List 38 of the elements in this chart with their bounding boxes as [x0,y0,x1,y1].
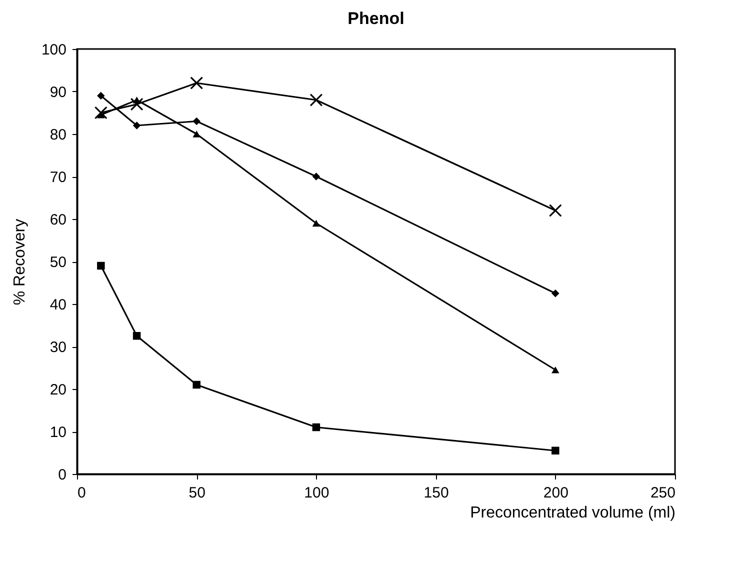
point [190,76,204,90]
y-tick-label: 10 [50,424,66,441]
point [192,380,200,389]
y-tick-label: 40 [50,296,66,314]
point [132,332,141,340]
x-tick-label: 0 [78,484,86,502]
y-tick-label: 90 [50,84,66,101]
y-tick-label: 20 [50,382,66,398]
point [552,446,560,454]
point [312,220,320,227]
point [552,366,560,374]
x-tick-label: 50 [188,484,206,502]
x-tick-label: 150 [424,484,449,502]
y-tick-label: 70 [50,169,66,186]
chart-title: Phenol [348,9,404,28]
y-tick-label: 80 [50,126,66,144]
x-tick-label: 100 [304,484,330,502]
y-tick-label: 60 [50,212,66,228]
point [97,92,105,100]
point [94,106,108,120]
x-axis-title: Preconcentrated volume (ml) [470,504,676,522]
point [312,172,320,180]
point [552,290,560,298]
point [192,130,200,138]
y-tick-label: 0 [58,466,66,484]
point [310,94,323,106]
point [192,117,200,126]
point [132,122,141,130]
point [312,423,320,432]
y-axis-title: % Recovery [11,218,28,306]
point [97,262,105,270]
point [130,98,144,111]
point [548,204,562,217]
y-tick-label: 30 [50,339,66,356]
y-tick-label: 100 [41,42,66,58]
x-tick-label: 250 [650,484,676,502]
x-tick-label: 200 [543,484,568,502]
y-tick-label: 50 [50,254,66,271]
